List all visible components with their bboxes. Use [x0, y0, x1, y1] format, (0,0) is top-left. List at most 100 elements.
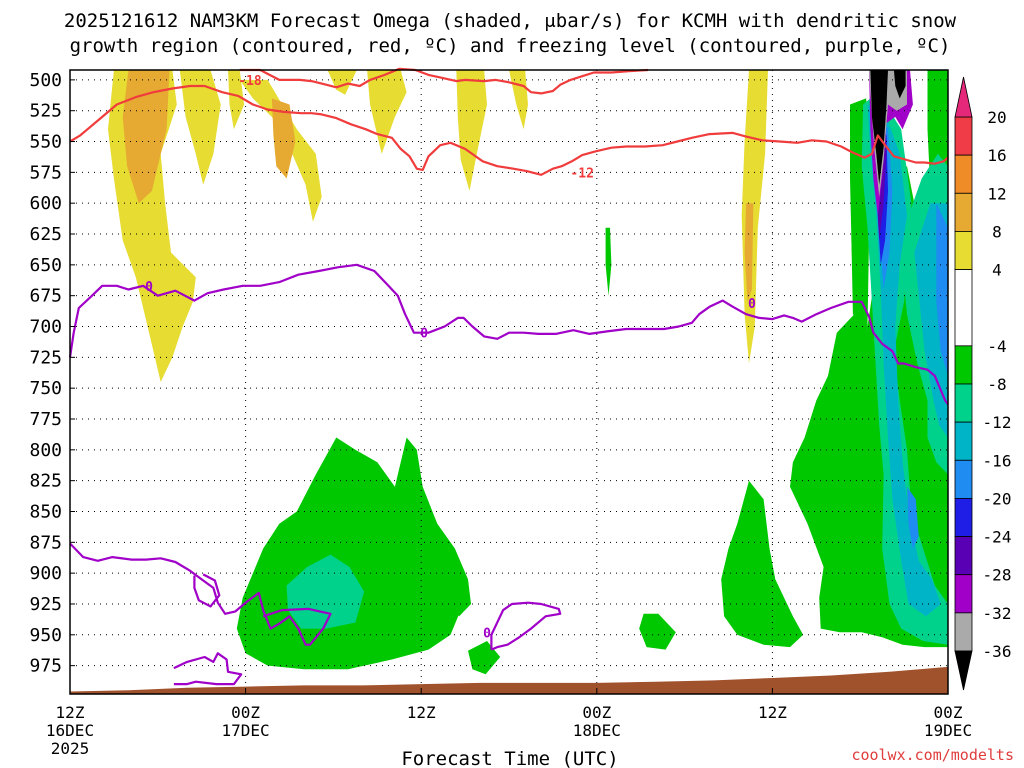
- omega-region-dn-x38-b: [605, 227, 612, 296]
- colorbar-bin-7: [954, 421, 973, 461]
- terrain: [70, 666, 948, 694]
- omega-region-dn-black-2: [893, 70, 906, 99]
- freezing-level-upper: [68, 263, 949, 405]
- omega-region-up-mid3-core: [271, 98, 296, 179]
- ytick-label-525: 525: [29, 101, 62, 122]
- contour-label-2: 0: [145, 280, 153, 295]
- ytick-label-825: 825: [29, 471, 62, 492]
- chart-title-line1: 2025121612 NAM3KM Forecast Omega (shaded…: [64, 10, 957, 32]
- omega-region-dn-blue-2: [936, 203, 948, 376]
- colorbar-label-7: -12: [983, 413, 1012, 432]
- ytick-label-650: 650: [29, 255, 62, 276]
- ytick-label-500: 500: [29, 70, 62, 91]
- colorbar-label-11: -28: [983, 566, 1012, 585]
- omega-region-dn-blue-3: [907, 486, 919, 549]
- freezing-level-ring1: [193, 573, 221, 608]
- x-axis-title: Forecast Time (UTC): [401, 748, 618, 768]
- colorbar-bin-2: [954, 192, 973, 232]
- contour-label-5: 0: [483, 626, 491, 641]
- ytick-label-700: 700: [29, 317, 62, 338]
- colorbar-bin-9: [954, 498, 973, 537]
- omega-shading: [108, 70, 948, 675]
- colorbar-label-4: 4: [992, 261, 1002, 280]
- omega-region-up-core: [122, 70, 170, 204]
- contour-label-4: 0: [748, 297, 756, 312]
- colorbar-bin-4: [954, 269, 973, 347]
- colorbar-bin-12: [954, 612, 973, 652]
- colorbar-bin-10: [954, 536, 973, 576]
- colorbar-bottom-cap: [954, 650, 973, 691]
- colorbar-label-8: -16: [983, 451, 1012, 470]
- omega-region-dn-black: [870, 70, 888, 185]
- ytick-label-900: 900: [29, 563, 62, 584]
- ytick-label-875: 875: [29, 532, 62, 553]
- xtick-label-4-0: 12Z: [758, 703, 787, 722]
- dgz-contour-minus12: [69, 84, 949, 176]
- colorbar-bin-6: [954, 383, 973, 423]
- ytick-label-800: 800: [29, 440, 62, 461]
- xtick-label-5-1: 19DEC: [924, 721, 972, 740]
- xtick-label-0-2: 2025: [51, 739, 90, 758]
- colorbar-label-0: 20: [987, 108, 1006, 127]
- colorbar-label-13: -36: [983, 642, 1012, 661]
- ytick-label-625: 625: [29, 224, 62, 245]
- colorbar-label-9: -20: [983, 489, 1012, 508]
- colorbar-bin-5: [954, 345, 973, 385]
- omega-region-dn-x38: [639, 613, 676, 650]
- omega-region-dn-east: [721, 480, 804, 648]
- omega-region-up-x46-core: [744, 203, 754, 302]
- colorbar-bin-8: [954, 459, 973, 499]
- xtick-label-2-0: 12Z: [407, 703, 436, 722]
- chart-title-line2: growth region (contoured, red, ºC) and f…: [70, 35, 951, 57]
- colorbar-label-3: 8: [992, 222, 1002, 241]
- dgz-contour-minus18: [239, 67, 649, 95]
- credit-text: coolwx.com/modelts: [851, 746, 1014, 764]
- dotted-grid: [70, 70, 948, 694]
- ytick-label-950: 950: [29, 625, 62, 646]
- colorbar-bin-3: [954, 231, 973, 270]
- colorbar-label-2: 12: [987, 184, 1006, 203]
- xtick-label-0-1: 16DEC: [46, 721, 94, 740]
- colorbar-label-5: -4: [987, 337, 1006, 356]
- ytick-label-575: 575: [29, 162, 62, 183]
- xtick-label-5-0: 00Z: [934, 703, 963, 722]
- xtick-label-1-1: 17DEC: [222, 721, 270, 740]
- ytick-label-925: 925: [29, 594, 62, 615]
- contour-label-0: -18: [238, 74, 262, 89]
- ytick-label-975: 975: [29, 656, 62, 677]
- colorbar-bin-0: [954, 116, 973, 156]
- terrain-fill: [70, 666, 948, 694]
- freezing-level-ring2: [173, 652, 243, 686]
- plot-area: -18 -12 0 0 0 0: [68, 67, 949, 695]
- xtick-label-1-0: 00Z: [231, 703, 260, 722]
- colorbar: 20 16 12 8 4 -4 -8 -12 -16 -20 -24 -28 -32 -36: [954, 76, 1012, 691]
- xtick-label-0-0: 12Z: [56, 703, 85, 722]
- ytick-label-550: 550: [29, 132, 62, 153]
- ytick-label-725: 725: [29, 347, 62, 368]
- ytick-label-850: 850: [29, 501, 62, 522]
- contour-label-1: -12: [570, 166, 593, 181]
- freezing-level-lower: [69, 542, 332, 646]
- ytick-label-600: 600: [29, 193, 62, 214]
- plot-frame: [69, 69, 949, 695]
- contours: -18 -12 0 0 0 0: [68, 67, 949, 686]
- omega-region-up-mid2: [228, 70, 245, 130]
- colorbar-label-12: -32: [983, 604, 1012, 623]
- colorbar-label-1: 16: [987, 146, 1006, 165]
- y-axis: 500 525 550 575 600 625 650 675 700 725 750 775 800 8…: [29, 70, 75, 677]
- colorbar-label-6: -8: [987, 375, 1006, 394]
- colorbar-label-10: -24: [983, 528, 1012, 547]
- xtick-label-3-0: 00Z: [582, 703, 611, 722]
- omega-region-up-x18: [327, 70, 357, 95]
- colorbar-top-cap: [954, 76, 973, 118]
- freezing-level-ring3: [490, 601, 562, 651]
- omega-region-up-x27: [456, 70, 487, 191]
- xtick-label-3-1: 18DEC: [573, 721, 621, 740]
- omega-region-dn-plume: [394, 437, 471, 617]
- colorbar-bin-11: [954, 574, 973, 614]
- omega-region-up-mid1: [179, 70, 221, 185]
- contour-label-3: 0: [420, 327, 428, 342]
- colorbar-bin-1: [954, 154, 973, 194]
